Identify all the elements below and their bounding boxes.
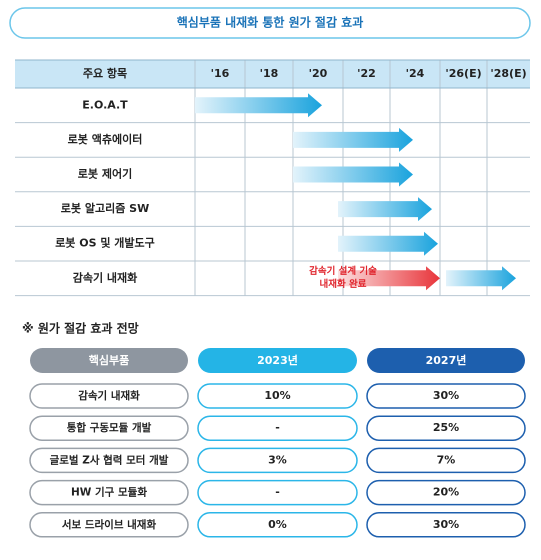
outlook-cell-text: - bbox=[275, 421, 280, 434]
timeline-row-label: 감속기 내재화 bbox=[73, 270, 138, 284]
timeline-header-cell: '22 bbox=[357, 67, 376, 80]
timeline-arrow bbox=[446, 266, 516, 291]
outlook-cell-pill bbox=[366, 383, 526, 409]
outlook-cell-text: - bbox=[275, 486, 280, 499]
timeline-header-cell: '20 bbox=[309, 67, 328, 80]
timeline-note: 내재화 완료 bbox=[319, 278, 366, 290]
timeline-arrow bbox=[293, 162, 413, 187]
timeline-header-cell: '18 bbox=[260, 67, 279, 80]
outlook-cell-pill bbox=[197, 447, 358, 474]
timeline-note: 감속기 설계 기술 bbox=[309, 265, 377, 277]
outlook-heading: ※ 원가 절감 효과 전망 bbox=[22, 321, 139, 336]
timeline-arrow bbox=[338, 266, 440, 291]
timeline-arrow bbox=[338, 231, 438, 256]
timeline-header-cell: '16 bbox=[211, 67, 230, 80]
timeline-arrow bbox=[293, 127, 413, 152]
outlook-cell-text: 10% bbox=[264, 389, 290, 402]
outlook-header-text: 2027년 bbox=[426, 353, 467, 367]
outlook-cell-pill bbox=[366, 479, 526, 506]
outlook-cell-text: 30% bbox=[433, 389, 459, 402]
outlook-cell-text: 통합 구동모듈 개발 bbox=[67, 421, 152, 434]
outlook-cell-pill bbox=[366, 415, 526, 441]
title-pill bbox=[9, 7, 531, 39]
outlook-cell-pill bbox=[29, 415, 189, 441]
outlook-cell-pill bbox=[366, 512, 526, 538]
outlook-cell-pill bbox=[197, 383, 358, 409]
outlook-header-text: 2023년 bbox=[257, 353, 298, 367]
outlook-cell-text: 서보 드라이브 내재화 bbox=[62, 518, 157, 531]
outlook-cell-text: HW 기구 모듈화 bbox=[71, 486, 147, 499]
outlook-header-pill bbox=[367, 348, 525, 373]
outlook-cell-text: 감속기 내재화 bbox=[78, 389, 140, 402]
timeline-row-label: 로봇 OS 및 개발도구 bbox=[55, 236, 155, 250]
outlook-cell-pill bbox=[29, 512, 189, 538]
outlook-cell-text: 7% bbox=[437, 453, 456, 466]
timeline-row-label: E.O.A.T bbox=[82, 98, 128, 111]
timeline-arrow bbox=[338, 197, 432, 222]
timeline-header-cell: '26(E) bbox=[445, 67, 481, 80]
title: 핵심부품 내재화 통한 원가 절감 효과 bbox=[177, 15, 364, 30]
timeline-row-label: 로봇 액츄에이터 bbox=[68, 132, 143, 146]
outlook-cell-text: 3% bbox=[268, 453, 287, 466]
timeline-header-cell: '24 bbox=[406, 67, 425, 80]
outlook-cell-pill bbox=[197, 415, 358, 441]
timeline-header-bg bbox=[15, 60, 530, 88]
outlook-cell-text: 20% bbox=[433, 486, 459, 499]
timeline-arrow bbox=[195, 93, 322, 118]
outlook-header-text: 핵심부품 bbox=[89, 353, 129, 367]
outlook-cell-pill bbox=[197, 512, 358, 538]
outlook-cell-text: 25% bbox=[433, 421, 459, 434]
outlook-header-pill bbox=[30, 348, 188, 373]
outlook-cell-pill bbox=[29, 383, 189, 409]
outlook-cell-text: 30% bbox=[433, 518, 459, 531]
outlook-cell-pill bbox=[197, 479, 358, 506]
timeline-row-label: 로봇 알고리즘 SW bbox=[61, 201, 149, 215]
outlook-cell-text: 글로벌 Z사 협력 모터 개발 bbox=[50, 453, 169, 466]
timeline-header-cell: '28(E) bbox=[490, 67, 526, 80]
outlook-cell-pill bbox=[366, 447, 526, 474]
outlook-cell-pill bbox=[29, 447, 189, 474]
outlook-cell-text: 0% bbox=[268, 518, 287, 531]
outlook-cell-pill bbox=[29, 479, 189, 506]
timeline-header-cell: 주요 항목 bbox=[83, 66, 127, 80]
timeline-row-label: 로봇 제어기 bbox=[78, 167, 132, 181]
outlook-header-pill bbox=[198, 348, 357, 373]
